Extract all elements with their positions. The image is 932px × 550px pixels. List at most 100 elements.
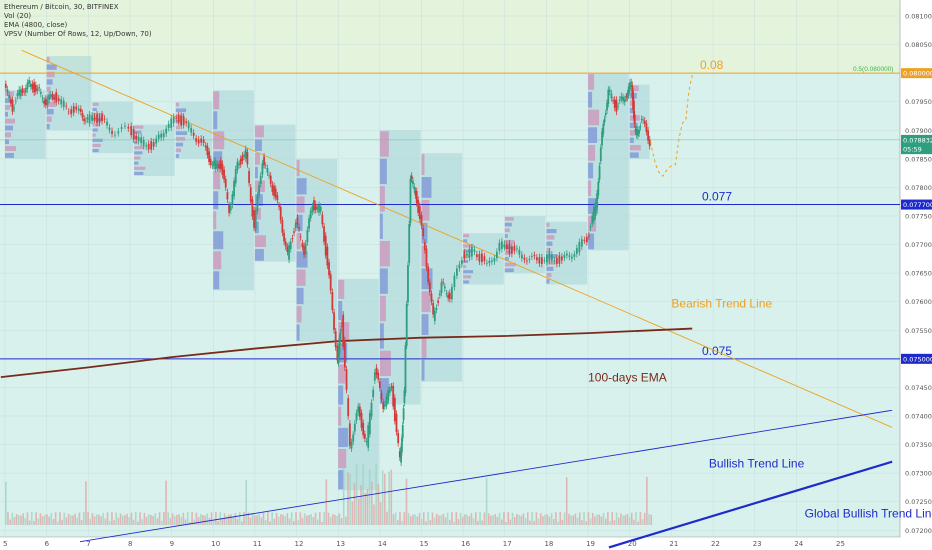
volume-profile-row [254, 166, 258, 179]
candle-body [642, 119, 644, 121]
volume-profile-row [546, 266, 554, 271]
volume-bar [607, 512, 609, 525]
volume-bar [113, 520, 115, 525]
candle-body [177, 115, 180, 122]
volume-profile-row [421, 336, 427, 358]
candle-body [503, 243, 506, 248]
candle-body [563, 255, 566, 258]
volume-profile-row [504, 262, 516, 267]
volume-bar [82, 512, 85, 525]
volume-bar [163, 512, 165, 525]
volume-profile-row [338, 343, 348, 363]
candle-body [533, 254, 536, 257]
volume-bar [412, 514, 414, 525]
volume-bar [312, 517, 315, 525]
volume-bar [494, 514, 497, 525]
volume-bar [537, 518, 540, 525]
time-tick-label: 17 [503, 540, 512, 548]
volume-bar [366, 489, 369, 525]
candle-body [70, 109, 73, 115]
candle-body [197, 139, 200, 144]
time-tick-label: 13 [336, 540, 345, 548]
volume-bar [561, 519, 564, 525]
candle-body [339, 332, 342, 342]
volume-profile-row [92, 133, 96, 137]
candle-body [333, 312, 335, 331]
candle-body [329, 274, 332, 291]
volume-bar [80, 520, 83, 525]
volume-bar [295, 512, 297, 525]
volume-bar [28, 520, 31, 525]
candle-body [261, 163, 264, 175]
volume-profile-row [92, 102, 99, 106]
candle-body [602, 123, 605, 134]
volume-bar [104, 518, 107, 525]
time-tick-label: 23 [753, 540, 762, 548]
volume-bar [7, 512, 9, 525]
candle-body [475, 254, 478, 258]
candle-body [14, 100, 17, 102]
candle-body [26, 82, 29, 90]
volume-bar [539, 513, 542, 525]
volume-bar [630, 512, 633, 525]
volume-bar [186, 512, 189, 525]
candle-body [323, 226, 325, 242]
volume-bar [124, 515, 126, 525]
volume-bar [256, 515, 258, 525]
volume-bar [24, 518, 27, 525]
volume-bar [529, 520, 531, 525]
candle-body [451, 286, 453, 300]
volume-bar [464, 514, 466, 525]
annotation-label: 100-days EMA [588, 371, 667, 385]
volume-bar [202, 515, 204, 525]
candle-body [525, 260, 528, 262]
candle-body [634, 128, 637, 132]
volume-bar [407, 513, 410, 525]
candle-body [114, 134, 116, 136]
candle-body [598, 165, 601, 180]
candle-body [418, 205, 421, 219]
volume-bar [535, 512, 538, 525]
volume-profile-row [463, 264, 467, 269]
candle-body [589, 226, 592, 228]
annotation-label: Bullish Trend Line [709, 456, 805, 470]
candle-body [620, 96, 623, 100]
volume-profile-row [338, 300, 343, 321]
volume-bar [56, 521, 59, 525]
volume-bar [438, 515, 440, 525]
candle-body [281, 220, 284, 233]
volume-bar [180, 516, 183, 525]
volume-bar [30, 512, 33, 525]
volume-bar [613, 520, 616, 525]
candle-body [458, 264, 461, 269]
candle-body [289, 241, 292, 249]
volume-bar [41, 516, 44, 525]
volume-indicator-label[interactable]: Vol (20) [4, 12, 32, 20]
volume-profile-row [629, 85, 639, 91]
ema-indicator-label[interactable]: EMA (4800, close) [4, 21, 68, 29]
volume-bar [50, 512, 53, 525]
candle-body [120, 127, 123, 129]
candle-body [558, 255, 561, 264]
volume-bar [106, 512, 109, 525]
candle-body [51, 94, 54, 98]
vpsv-indicator-label[interactable]: VPSV (Number Of Rows, 12, Up/Down, 70) [4, 30, 152, 38]
volume-bar [173, 515, 176, 525]
volume-bar [557, 521, 559, 525]
volume-profile-row [134, 161, 139, 165]
candle-body [498, 242, 501, 251]
volume-bar [416, 516, 419, 525]
candle-body [372, 389, 375, 398]
volume-bar [492, 515, 494, 525]
volume-profile-row [134, 130, 142, 134]
candle-body [284, 241, 287, 247]
time-axis[interactable]: 5 6 7 8 9 10 11 12 13 14 15 16 17 18 19 20 21 22 23 24 25 [3, 540, 845, 548]
volume-bar [602, 513, 605, 525]
symbol-title[interactable]: Ethereum / Bitcoin, 30, BITFINEX [4, 3, 119, 11]
candle-body [515, 248, 518, 250]
volume-bar [405, 478, 408, 525]
candle-body [314, 203, 317, 211]
candle-body [615, 99, 618, 112]
volume-profile-row [588, 162, 594, 179]
